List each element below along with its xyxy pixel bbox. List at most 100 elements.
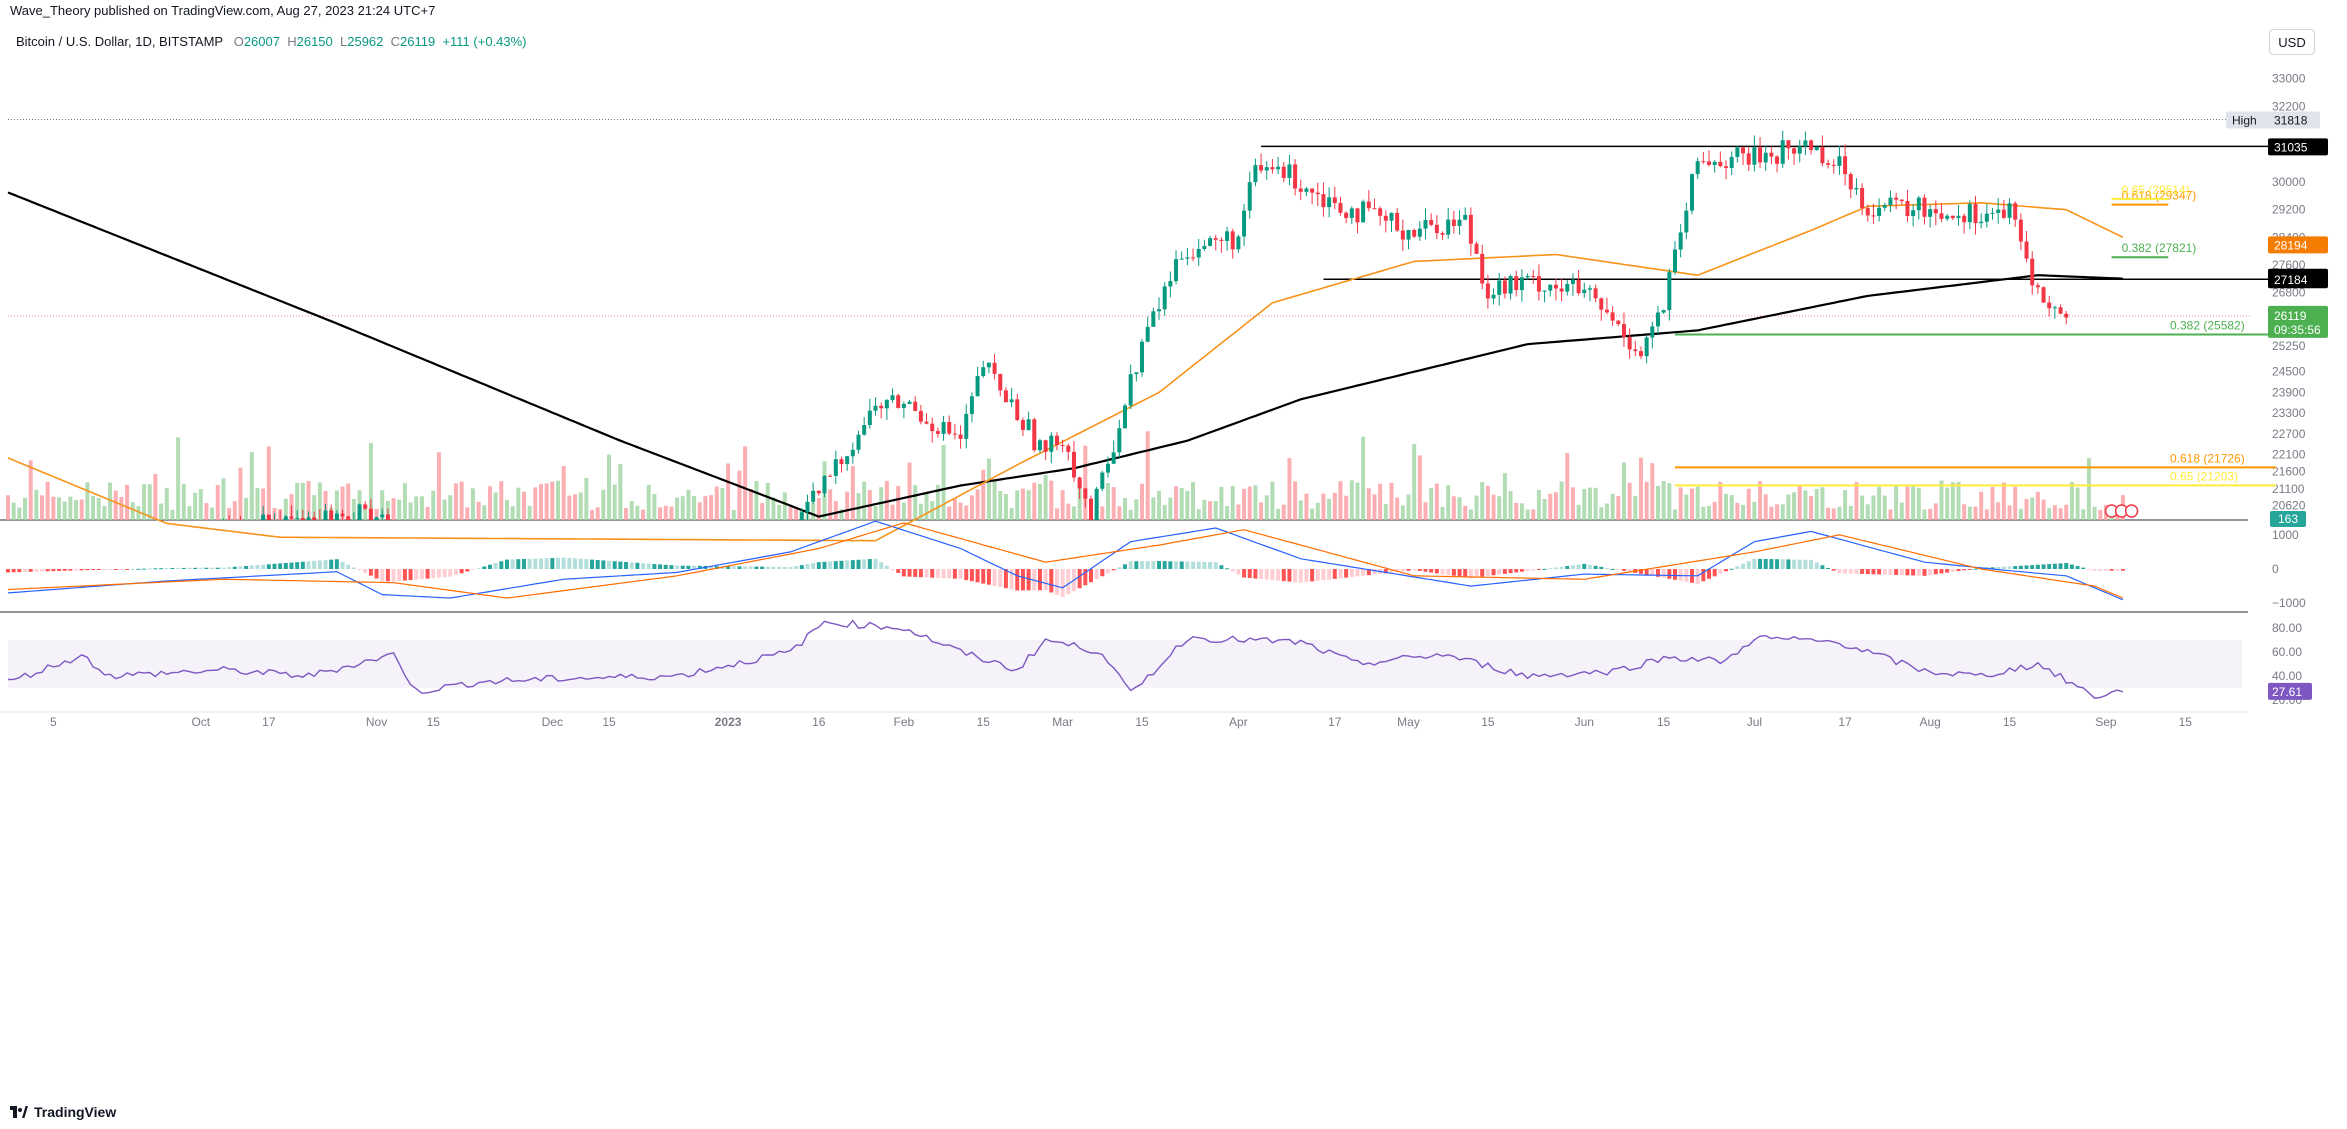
currency-button[interactable]: USD — [2269, 29, 2315, 55]
macd-histogram-bar — [686, 565, 691, 569]
macd-histogram-bar — [85, 569, 90, 571]
macd-histogram-bar — [1508, 569, 1513, 574]
macd-histogram-bar — [527, 558, 532, 569]
candle-body — [1502, 280, 1507, 294]
volume-bar — [1463, 505, 1468, 520]
macd-histogram-bar — [1230, 569, 1235, 572]
volume-bar — [658, 507, 663, 520]
candle-body — [1621, 324, 1626, 338]
macd-histogram-bar — [306, 561, 311, 569]
candle-body — [1843, 156, 1848, 175]
candle-body — [1293, 164, 1298, 189]
candle-body — [907, 401, 912, 404]
candle-body — [1298, 188, 1303, 192]
volume-bar — [1071, 506, 1076, 520]
volume-bar — [709, 495, 714, 520]
volume-bar — [2086, 458, 2091, 520]
candle-body — [890, 395, 895, 401]
macd-histogram-bar — [1735, 566, 1740, 569]
candle-body — [1463, 214, 1468, 220]
volume-bar — [238, 467, 243, 520]
price-axis-tick: 27600 — [2272, 258, 2306, 272]
volume-bar — [1899, 502, 1904, 520]
macd-histogram-bar — [380, 569, 385, 582]
volume-bar — [74, 500, 79, 520]
macd-histogram-bar — [28, 569, 33, 572]
macd-histogram-bar — [68, 569, 73, 571]
macd-histogram-bar — [170, 567, 175, 569]
volume-bar — [811, 502, 816, 520]
macd-histogram-bar — [334, 559, 339, 569]
macd-histogram-bar — [1565, 566, 1570, 569]
candle-body — [839, 459, 844, 465]
volume-bar — [896, 486, 901, 520]
candle-body — [901, 403, 906, 408]
candle-body — [1826, 163, 1831, 165]
macd-histogram-bar — [1916, 569, 1921, 576]
volume-bar — [283, 498, 288, 520]
macd-histogram-bar — [555, 557, 560, 569]
volume-bar — [1599, 507, 1604, 520]
volume-bar — [675, 497, 680, 520]
volume-bar — [1956, 481, 1961, 520]
macd-histogram-bar — [1888, 569, 1893, 575]
candle-body — [918, 410, 923, 422]
candle-body — [1287, 164, 1292, 178]
volume-bar — [1332, 492, 1337, 520]
volume-bar — [1729, 494, 1734, 520]
volume-bar — [1434, 483, 1439, 520]
macd-histogram-bar — [1621, 569, 1626, 571]
candle-body — [1054, 435, 1059, 446]
macd-histogram-bar — [578, 558, 583, 569]
candle-body — [1219, 239, 1224, 241]
macd-histogram-bar — [1803, 559, 1808, 569]
volume-bar — [1735, 502, 1740, 520]
price-axis-tick: 23300 — [2272, 406, 2306, 420]
volume-bar — [1213, 501, 1218, 520]
volume-bar — [1327, 498, 1332, 520]
volume-bar — [504, 499, 509, 520]
volume-bar — [1809, 495, 1814, 520]
macd-histogram-bar — [2047, 564, 2052, 569]
volume-bar — [1446, 485, 1451, 520]
volume-bar — [459, 481, 464, 520]
candle-body — [1332, 197, 1337, 204]
candle-body — [1933, 209, 1938, 214]
volume-bar — [1655, 485, 1660, 520]
volume-bar — [538, 484, 543, 520]
candle-body — [1973, 203, 1978, 224]
candle-body — [952, 433, 957, 435]
volume-bar — [34, 489, 39, 520]
candle-body — [845, 456, 850, 465]
candle-body — [1264, 167, 1269, 171]
volume-bar — [1803, 490, 1808, 520]
macd-histogram-bar — [272, 563, 277, 569]
volume-bar — [901, 502, 906, 520]
volume-label-bg — [2270, 511, 2306, 527]
candle-body — [1752, 147, 1757, 165]
candle-body — [1230, 231, 1235, 250]
macd-histogram-bar — [1746, 561, 1751, 569]
volume-bar — [726, 463, 731, 520]
volume-bar — [1497, 496, 1502, 520]
macd-histogram-bar — [1270, 569, 1275, 581]
macd-histogram-bar — [504, 559, 509, 569]
macd-histogram-bar — [215, 567, 220, 569]
macd-histogram-bar — [164, 568, 169, 570]
candle-body — [981, 367, 986, 377]
time-axis-tick: Nov — [366, 715, 387, 729]
tradingview-logo[interactable]: TradingView — [10, 1104, 116, 1120]
price-axis-tick: 24500 — [2272, 365, 2306, 379]
volume-bar — [590, 509, 595, 520]
macd-histogram-bar — [1775, 559, 1780, 569]
tradingview-brand: TradingView — [34, 1104, 117, 1120]
symbol-legend: Bitcoin / U.S. Dollar, 1D, BITSTAMP O260… — [16, 34, 527, 49]
candle-body — [1729, 156, 1734, 168]
macd-histogram-bar — [550, 558, 555, 569]
macd-histogram-bar — [856, 559, 861, 569]
candle-body — [992, 362, 997, 374]
macd-histogram-bar — [176, 567, 181, 569]
label-31035: 31035 — [2274, 140, 2308, 154]
volume-bar — [482, 505, 487, 520]
